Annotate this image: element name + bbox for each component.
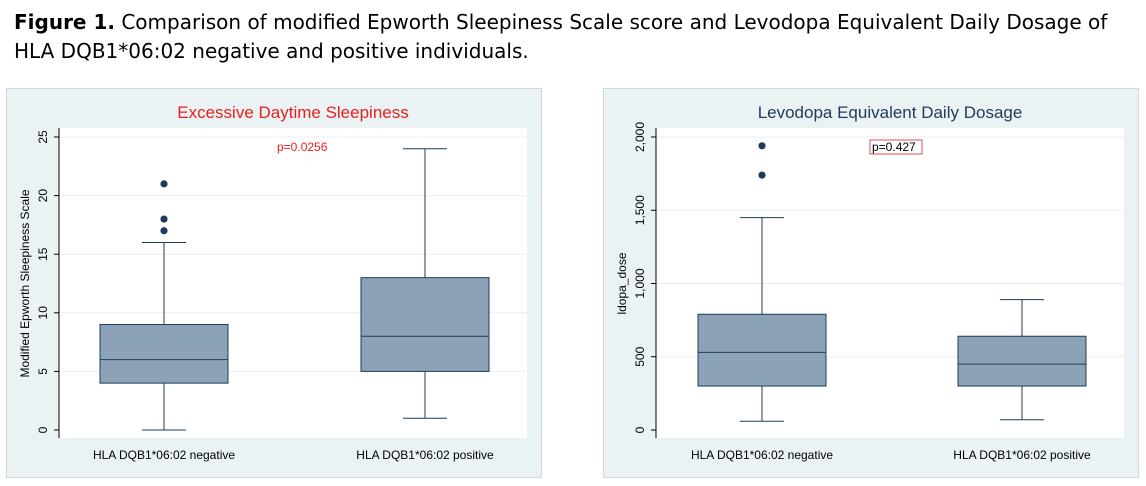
x-category-label: HLA DQB1*06:02 negative (93, 448, 235, 462)
box-iqr (360, 277, 490, 372)
box-iqr (697, 313, 827, 387)
y-tick-label: 1,000 (633, 268, 647, 298)
y-axis-label: Modified Epworth Sleepiness Scale (18, 189, 32, 377)
chart-panel-levodopa: 0 500 1,000 1,500 2,000 ldopa_dose Levodopa Eq… (603, 88, 1139, 478)
y-tick-label: 0 (36, 426, 50, 433)
box-iqr (957, 335, 1087, 387)
y-tick-label: 5 (36, 368, 50, 375)
outlier-point (160, 180, 168, 188)
outlier-point (160, 215, 168, 223)
y-axis-label: ldopa_dose (615, 252, 629, 314)
p-value-annotation: p=0.0256 (277, 140, 328, 154)
figure-caption-text: Comparison of modified Epworth Sleepines… (14, 10, 1108, 63)
figure-label: Figure 1. (14, 10, 115, 34)
chart-panel-sleepiness: 0 5 10 15 20 25 Modified Epworth Sleepiness Sc… (6, 88, 542, 478)
y-tick-label: 15 (36, 247, 50, 261)
y-tick-label: 25 (36, 130, 50, 144)
chart-title: Excessive Daytime Sleepiness (177, 103, 408, 122)
boxplot-levodopa: 0 500 1,000 1,500 2,000 ldopa_dose Levodopa Eq… (615, 103, 1124, 462)
figure-caption: Figure 1. Comparison of modified Epworth… (14, 8, 1134, 66)
y-tick-label: 20 (36, 189, 50, 203)
chart-title: Levodopa Equivalent Daily Dosage (758, 103, 1023, 122)
y-tick-label: 0 (633, 426, 647, 433)
p-value-annotation: p=0.427 (872, 140, 916, 154)
y-tick-label: 1,500 (633, 195, 647, 225)
x-category-label: HLA DQB1*06:02 positive (953, 448, 1091, 462)
box-iqr (99, 324, 229, 384)
x-category-label: HLA DQB1*06:02 negative (691, 448, 833, 462)
y-tick-label: 2,000 (633, 122, 647, 152)
annotation-box (869, 139, 923, 155)
outlier-point (758, 142, 766, 150)
outlier-point (160, 227, 168, 235)
boxplot-sleepiness: 0 5 10 15 20 25 Modified Epworth Sleepiness Sc… (18, 103, 527, 462)
outlier-point (758, 171, 766, 179)
y-tick-label: 500 (633, 346, 647, 366)
x-category-label: HLA DQB1*06:02 positive (356, 448, 494, 462)
y-tick-label: 10 (36, 306, 50, 320)
